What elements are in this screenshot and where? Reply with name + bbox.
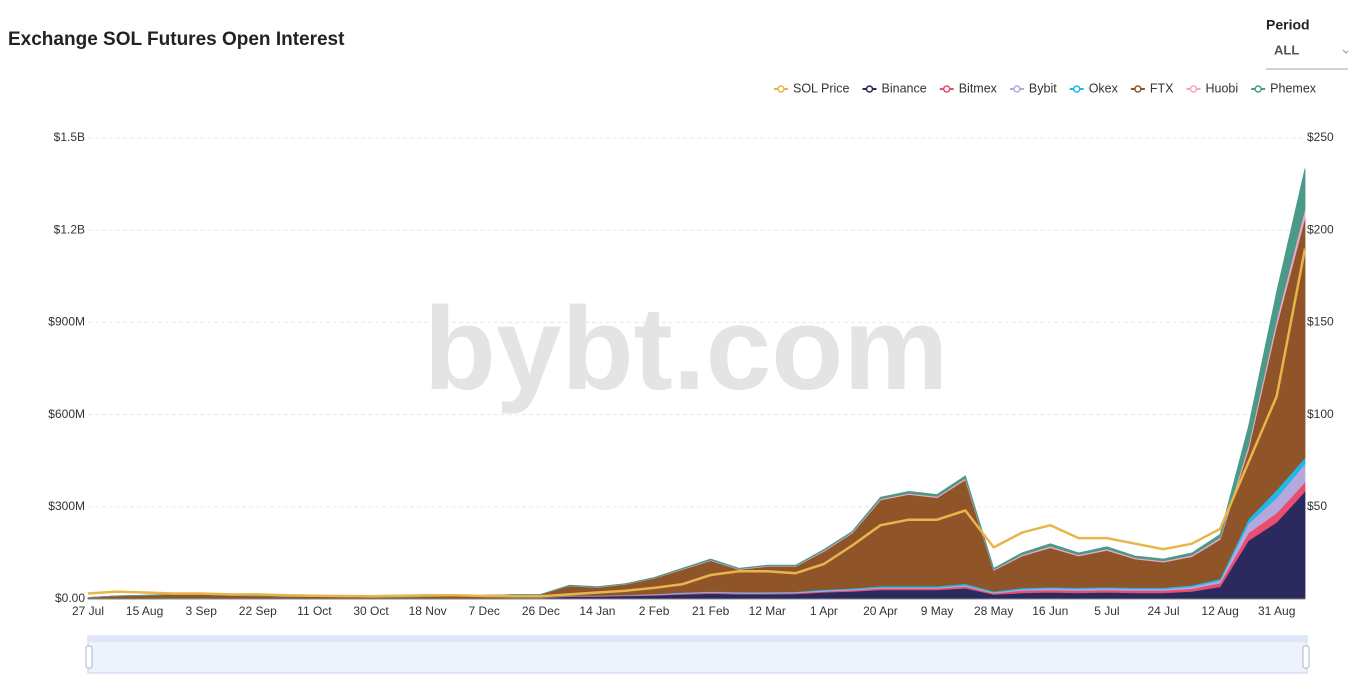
axes: $0.00 $300M $600M $900M $1.2B $1.5B $50 $100 $15… xyxy=(48,130,1334,618)
x-tick-label: 12 Aug xyxy=(1201,604,1238,618)
legend-item: SOL Price xyxy=(774,81,850,95)
price-line xyxy=(87,248,1307,598)
y2-tick-label: $150 xyxy=(1307,315,1334,329)
legend-item: Binance xyxy=(862,81,927,95)
y2-tick-label: $100 xyxy=(1307,407,1334,421)
x-tick-label: 5 Jul xyxy=(1094,604,1119,618)
legend-item: Phemex xyxy=(1251,81,1317,95)
y-tick-label: $1.5B xyxy=(54,130,85,144)
zoom-top-bar xyxy=(88,636,1307,642)
legend-swatch xyxy=(1134,85,1142,93)
legend-swatch xyxy=(942,85,951,93)
legend-label: SOL Price xyxy=(793,81,850,95)
x-tick-label: 14 Jan xyxy=(579,604,615,618)
y2-tick-label: $200 xyxy=(1307,222,1334,236)
y-tick-label: $900M xyxy=(48,315,85,329)
x-tick-label: 7 Dec xyxy=(469,604,500,618)
legend-item: FTX xyxy=(1130,81,1174,95)
x-tick-label: 15 Aug xyxy=(126,604,163,618)
legend-swatch xyxy=(777,85,785,93)
watermark: bybt.com xyxy=(424,283,949,415)
plot: bybt.com xyxy=(87,168,1307,600)
legend-item: Okex xyxy=(1069,81,1119,95)
legend-label: Phemex xyxy=(1270,81,1317,95)
zoom-handle-right[interactable] xyxy=(1302,645,1310,669)
x-tick-label: 18 Nov xyxy=(409,604,447,618)
y2-tick-label: $250 xyxy=(1307,130,1334,144)
chart-title: Exchange SOL Futures Open Interest xyxy=(8,29,345,50)
legend-label: Okex xyxy=(1089,81,1119,95)
legend-label: Binance xyxy=(882,81,927,95)
y2-tick-label: $50 xyxy=(1307,499,1327,513)
zoom-handle-left[interactable] xyxy=(85,645,93,669)
legend-label: Bybit xyxy=(1029,81,1057,95)
x-tick-label: 22 Sep xyxy=(239,604,277,618)
x-tick-label: 2 Feb xyxy=(639,604,670,618)
y-tick-label: $0.00 xyxy=(55,591,85,605)
legend-swatch xyxy=(1013,85,1021,93)
y-tick-label: $600M xyxy=(48,407,85,421)
dropdown-arrow xyxy=(1342,49,1348,54)
legend-swatch xyxy=(1189,85,1198,93)
x-tick-label: 21 Feb xyxy=(692,604,730,618)
legend: SOL Price Binance Bitmex Bybit Okex FTX Huobi P… xyxy=(774,81,1317,95)
legend-swatch xyxy=(1254,85,1262,93)
period-label: Period xyxy=(1266,17,1310,33)
y-tick-label: $300M xyxy=(48,499,85,513)
x-tick-label: 1 Apr xyxy=(810,604,838,618)
x-tick-label: 31 Aug xyxy=(1258,604,1295,618)
legend-swatch xyxy=(865,85,874,93)
x-tick-label: 30 Oct xyxy=(353,604,389,618)
x-tick-label: 16 Jun xyxy=(1032,604,1068,618)
legend-item: Bybit xyxy=(1009,81,1057,95)
y-tick-label: $1.2B xyxy=(54,222,85,236)
period-selector[interactable]: Period ALL xyxy=(1266,17,1348,70)
x-tick-label: 27 Jul xyxy=(72,604,104,618)
zoom-slider[interactable] xyxy=(85,635,1310,674)
x-tick-label: 9 May xyxy=(921,604,954,618)
legend-swatch xyxy=(1072,85,1081,93)
legend-item: Bitmex xyxy=(939,81,998,95)
x-tick-label: 28 May xyxy=(974,604,1013,618)
x-tick-label: 20 Apr xyxy=(863,604,898,618)
legend-label: FTX xyxy=(1150,81,1174,95)
period-value[interactable]: ALL xyxy=(1274,42,1299,57)
legend-label: Bitmex xyxy=(959,81,998,95)
x-tick-label: 24 Jul xyxy=(1147,604,1179,618)
x-tick-label: 12 Mar xyxy=(749,604,786,618)
x-tick-label: 3 Sep xyxy=(186,604,218,618)
legend-label: Huobi xyxy=(1206,81,1239,95)
legend-item: Huobi xyxy=(1186,81,1239,95)
x-tick-label: 11 Oct xyxy=(297,604,332,618)
x-tick-label: 26 Dec xyxy=(522,604,560,618)
